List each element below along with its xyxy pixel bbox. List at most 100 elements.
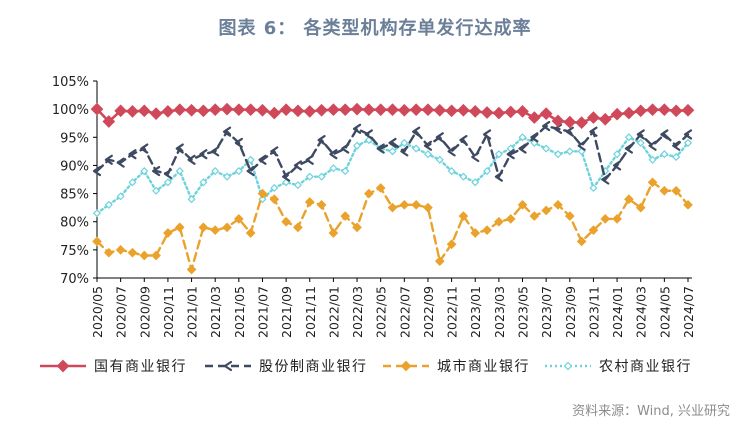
data-point — [471, 178, 480, 187]
axes: 70% 75% 80% 85% 90% 95% 100% 105% 2020/05 2020/07… — [52, 75, 696, 338]
data-point — [139, 250, 150, 261]
data-point — [329, 149, 338, 160]
data-point — [482, 129, 492, 140]
y-tick-label: 100% — [52, 103, 89, 118]
data-point — [530, 132, 539, 143]
data-point — [352, 222, 362, 233]
data-point — [612, 214, 622, 224]
y-tick-label: 70% — [60, 272, 89, 287]
data-point — [565, 126, 574, 137]
series-1 — [92, 120, 693, 185]
series-line — [95, 181, 690, 271]
legend-item-2: 城市商业银行 — [383, 358, 530, 375]
legend-label: 城市商业银行 — [437, 358, 530, 375]
data-point — [222, 222, 232, 233]
data-point — [291, 104, 305, 118]
x-tick-label: 2023/11 — [586, 286, 601, 338]
data-point — [624, 194, 634, 205]
data-point — [551, 114, 565, 128]
data-point — [199, 149, 208, 160]
data-point — [199, 178, 208, 187]
data-point — [553, 199, 563, 210]
data-point — [329, 164, 338, 173]
data-point — [244, 103, 258, 117]
data-point — [610, 107, 624, 121]
data-point — [683, 129, 693, 140]
x-tick-label: 2020/07 — [114, 286, 129, 338]
data-point — [565, 147, 574, 156]
x-tick-label: 2023/01 — [468, 286, 483, 338]
data-point — [635, 202, 646, 213]
data-point — [104, 154, 113, 165]
series-3 — [92, 133, 693, 218]
data-point — [279, 103, 293, 117]
series-layer — [90, 102, 695, 275]
data-point — [672, 140, 681, 151]
data-point — [257, 188, 268, 199]
data-point — [258, 154, 267, 165]
legend-item-0: 国有商业银行 — [40, 359, 186, 375]
data-point — [447, 146, 456, 157]
data-point — [173, 103, 187, 117]
data-point — [564, 211, 575, 221]
data-point — [518, 133, 527, 142]
data-point — [589, 126, 598, 137]
data-point — [622, 106, 636, 120]
data-point — [267, 106, 281, 120]
data-point — [480, 106, 494, 119]
data-point — [612, 160, 622, 171]
data-point — [482, 225, 492, 236]
data-point — [542, 144, 551, 153]
data-point — [175, 143, 184, 154]
data-point — [102, 115, 116, 128]
data-point — [447, 167, 456, 176]
data-point — [140, 143, 149, 154]
x-tick-label: 2021/07 — [255, 286, 270, 338]
data-point — [338, 103, 352, 117]
legend-marker — [223, 360, 233, 372]
data-point — [504, 105, 518, 119]
data-point — [222, 172, 232, 181]
x-tick-label: 2024/07 — [681, 286, 696, 338]
data-point — [387, 202, 398, 213]
data-point — [527, 111, 541, 124]
data-point — [412, 126, 421, 137]
y-tick-label: 80% — [60, 216, 89, 231]
data-point — [600, 214, 611, 224]
data-point — [115, 245, 126, 255]
data-point — [539, 107, 553, 120]
data-point — [352, 141, 362, 150]
x-tick-label: 2022/01 — [326, 286, 341, 338]
data-point — [542, 120, 551, 132]
series-line — [95, 124, 690, 181]
data-point — [327, 103, 340, 117]
data-point — [587, 111, 600, 124]
data-point — [412, 144, 421, 153]
data-point — [563, 115, 577, 129]
data-point — [458, 211, 469, 221]
data-point — [588, 225, 599, 236]
data-point — [423, 202, 433, 213]
y-tick-label: 90% — [60, 159, 89, 174]
series-0 — [90, 102, 695, 129]
data-point — [388, 147, 397, 156]
data-point — [409, 103, 423, 117]
x-tick-label: 2020/11 — [161, 286, 176, 338]
data-point — [421, 103, 435, 117]
data-point — [683, 199, 693, 210]
data-point — [589, 183, 598, 192]
data-point — [434, 256, 445, 266]
data-point — [435, 132, 444, 143]
x-tick-label: 2023/07 — [539, 286, 554, 338]
data-point — [128, 178, 137, 187]
data-point — [293, 222, 303, 233]
x-tick-label: 2021/01 — [185, 286, 200, 338]
data-point — [293, 160, 303, 171]
data-point — [446, 239, 457, 250]
data-point — [518, 143, 527, 154]
legend: 国有商业银行 股份制商业银行 城市商业银行 农村商业银行 — [40, 358, 691, 375]
data-point — [636, 138, 645, 147]
data-point — [304, 197, 315, 207]
